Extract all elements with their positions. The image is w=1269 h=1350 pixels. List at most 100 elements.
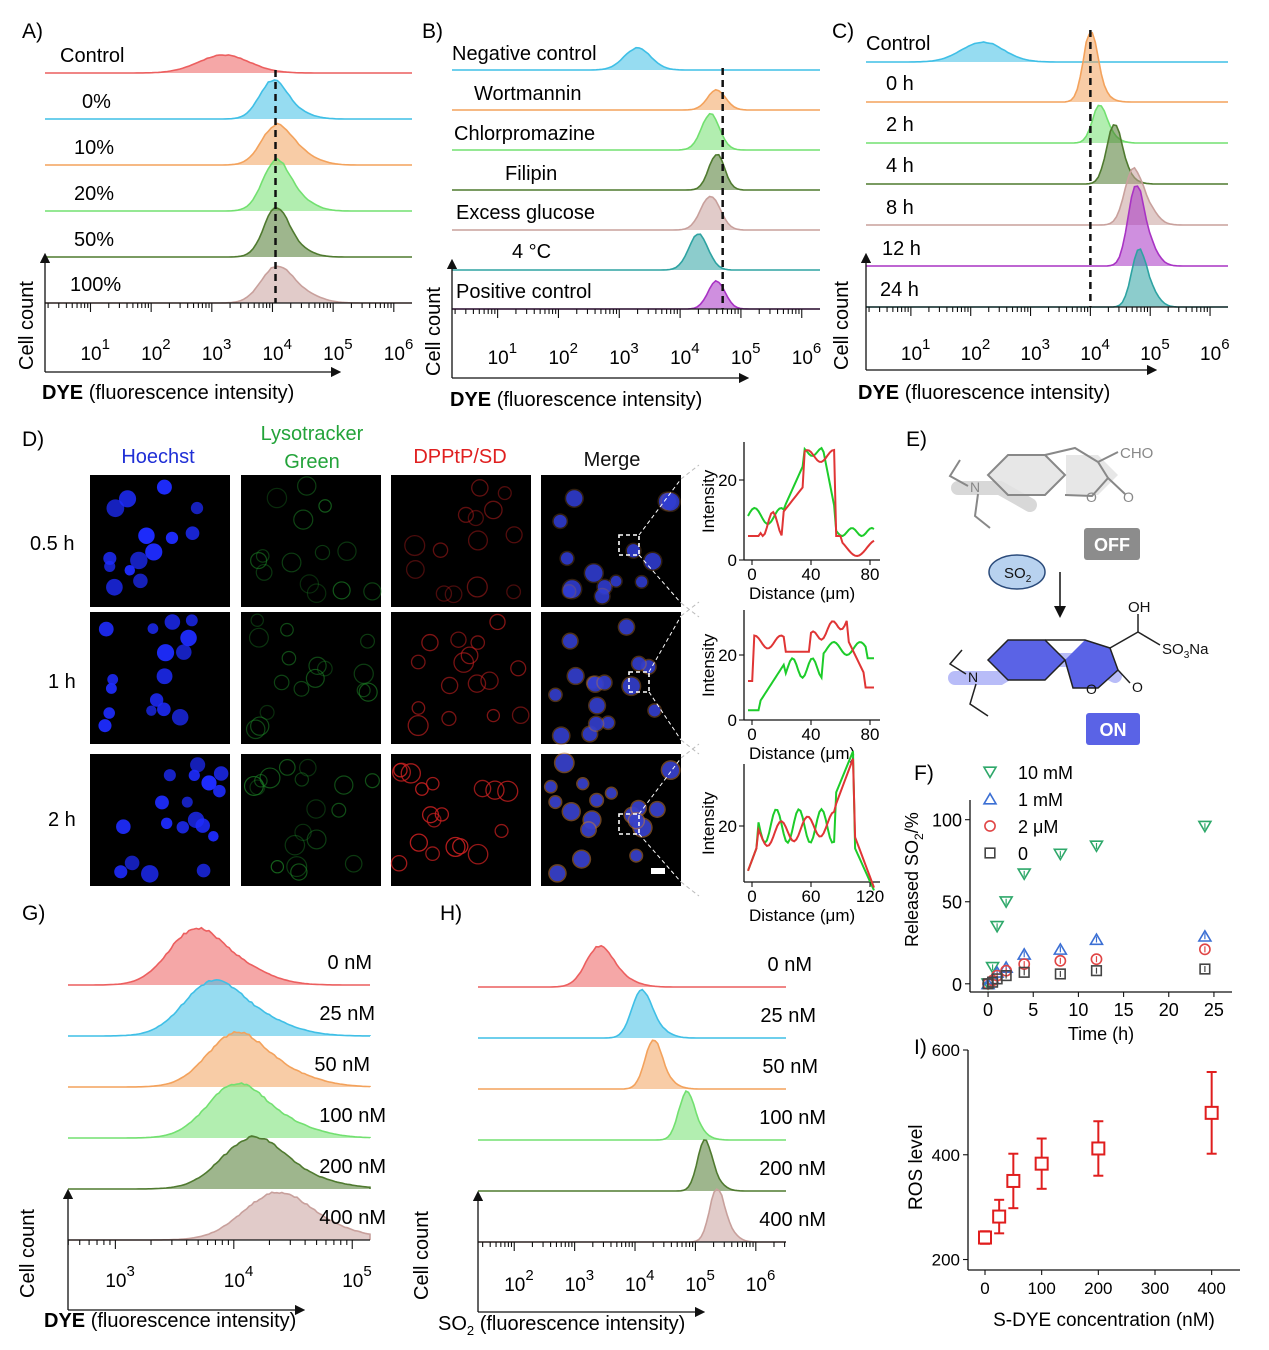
nucleus (188, 769, 200, 782)
histogram-line (478, 1188, 786, 1243)
profile-x-tick-label: 0 (747, 725, 756, 744)
col-hoechst: Hoechst (121, 446, 195, 468)
histogram-line (68, 1135, 371, 1190)
tick-label: 104 (1080, 336, 1109, 365)
tick-label: 104 (262, 336, 291, 365)
panel-b-xlabel: DYE (fluorescence intensity) (450, 389, 702, 411)
lysosome-ring (293, 680, 310, 697)
nucleus (181, 796, 193, 808)
i-y-tick-label: 400 (932, 1146, 960, 1165)
f-xlabel: Time (h) (1068, 1024, 1134, 1044)
dye-ring (410, 654, 426, 670)
tick-label: 106 (384, 336, 413, 365)
profile-xlabel: Distance (μm) (749, 584, 855, 603)
histogram-fill (866, 124, 1228, 184)
panel-f: F) 0 5 10 15 20 25 0 50 100 Time (h) Released SO2/… (902, 762, 1232, 1044)
marker-circle (1198, 943, 1211, 956)
merge-nucleus (563, 633, 578, 649)
tick-label: 105 (1140, 336, 1169, 365)
tick-label: 101 (488, 340, 517, 369)
merge-nucleus (577, 778, 588, 789)
so2-cloud-main: SO (1004, 565, 1026, 582)
dye-ring (404, 534, 426, 557)
col-green: Green (284, 451, 340, 473)
profile-y-tick-label: 0 (728, 711, 737, 730)
merge-nucleus (553, 514, 567, 528)
i-xlabel: S-DYE concentration (nM) (993, 1310, 1215, 1331)
lysosome-ring (280, 622, 294, 637)
lysosome-ring (331, 802, 347, 818)
histogram-fill (478, 1140, 786, 1191)
i-x-tick-label: 0 (980, 1279, 989, 1298)
f-y-tick-label: 0 (952, 975, 962, 995)
nucleus (185, 526, 200, 541)
f-x-tick-label: 20 (1159, 1000, 1179, 1020)
histogram-label: 25 nM (760, 1005, 816, 1027)
lysosome-ring (273, 674, 290, 691)
dye-ring (466, 576, 488, 598)
f-legend-label: 10 mM (1018, 763, 1073, 783)
nucleus (98, 719, 112, 733)
nucleus (146, 705, 157, 716)
merge-nucleus (619, 619, 634, 635)
dye-ring (494, 823, 509, 839)
tick-label: 105 (731, 340, 760, 369)
f-legend-label: 0 (1018, 844, 1028, 864)
histogram-line (452, 88, 820, 111)
histogram-fill (478, 989, 786, 1038)
panel-i-letter: I) (914, 1036, 927, 1059)
dye-ring (400, 763, 421, 784)
tick-label: 103 (105, 1263, 134, 1292)
panel-a: A) Control 0% 10% 20% 50% 100% 101 102 103 104 105… (16, 20, 413, 404)
lysosome-ring (306, 829, 327, 850)
histogram-fill (68, 1192, 370, 1240)
histogram-line (45, 207, 412, 258)
histogram-label: 4 °C (512, 241, 551, 263)
panel-c-letter: C) (832, 20, 854, 43)
nucleus (208, 831, 219, 842)
profile-y-tick-label: 20 (718, 817, 737, 836)
on-so3-sub: 3 (1184, 650, 1190, 661)
panel-g: G) 0 nM 25 nM 50 nM 100 nM 200 nM 400 nM 103 10… (17, 902, 386, 1332)
off-cho: CHO (1120, 445, 1153, 462)
panel-b-xlabel-rest: (fluorescence intensity) (497, 389, 703, 411)
dye-ring (511, 706, 530, 725)
merge-nucleus (632, 657, 646, 671)
lysosome-ring (293, 509, 314, 530)
merge-nucleus (560, 552, 574, 565)
micrograph-tile (391, 475, 531, 607)
panel-c-histograms: Control 0 h 2 h 4 h 8 h 12 h 24 h 101 102 103 104 1… (860, 30, 1230, 376)
nucleus (164, 614, 181, 630)
marker-square (1199, 963, 1211, 975)
f-ylabel: Released SO2/% (902, 812, 926, 947)
dye-ring (484, 500, 503, 520)
histogram-label: 100 nM (759, 1107, 826, 1129)
tick-label: 104 (224, 1263, 253, 1292)
dye-ring (457, 506, 474, 523)
on-badge (1086, 713, 1140, 745)
merge-nucleus (626, 544, 641, 558)
lysosome-ring (294, 772, 310, 787)
merge-nucleus (563, 585, 576, 598)
lysosome-ring (334, 775, 354, 795)
nucleus (149, 693, 164, 707)
histogram-line (452, 112, 820, 151)
merge-nucleus (553, 727, 570, 744)
off-o-carbonyl: O (1123, 489, 1134, 505)
histogram-label: Negative control (452, 43, 597, 65)
histogram-label: 25 nM (319, 1003, 375, 1025)
so2-cloud-text: SO2 (1004, 565, 1032, 585)
i-marker-square (1034, 1156, 1049, 1171)
marker-triangle-up (1197, 929, 1213, 942)
histogram-label: 20% (74, 183, 114, 205)
panel-c: C) Control 0 h 2 h 4 h 8 h 12 h 24 h 101 102 103 1… (831, 20, 1230, 404)
zoom-guide (638, 478, 682, 536)
panel-c-xlabel-dye: DYE (858, 382, 899, 404)
histogram-fill (478, 945, 786, 987)
zoom-guide (638, 757, 682, 815)
panel-a-xlabel-dye: DYE (42, 382, 83, 404)
so2-cloud: SO2 (988, 554, 1046, 590)
profile-y-tick-label: 20 (718, 471, 737, 490)
merge-nucleus (642, 660, 656, 674)
dye-ring (390, 854, 408, 872)
